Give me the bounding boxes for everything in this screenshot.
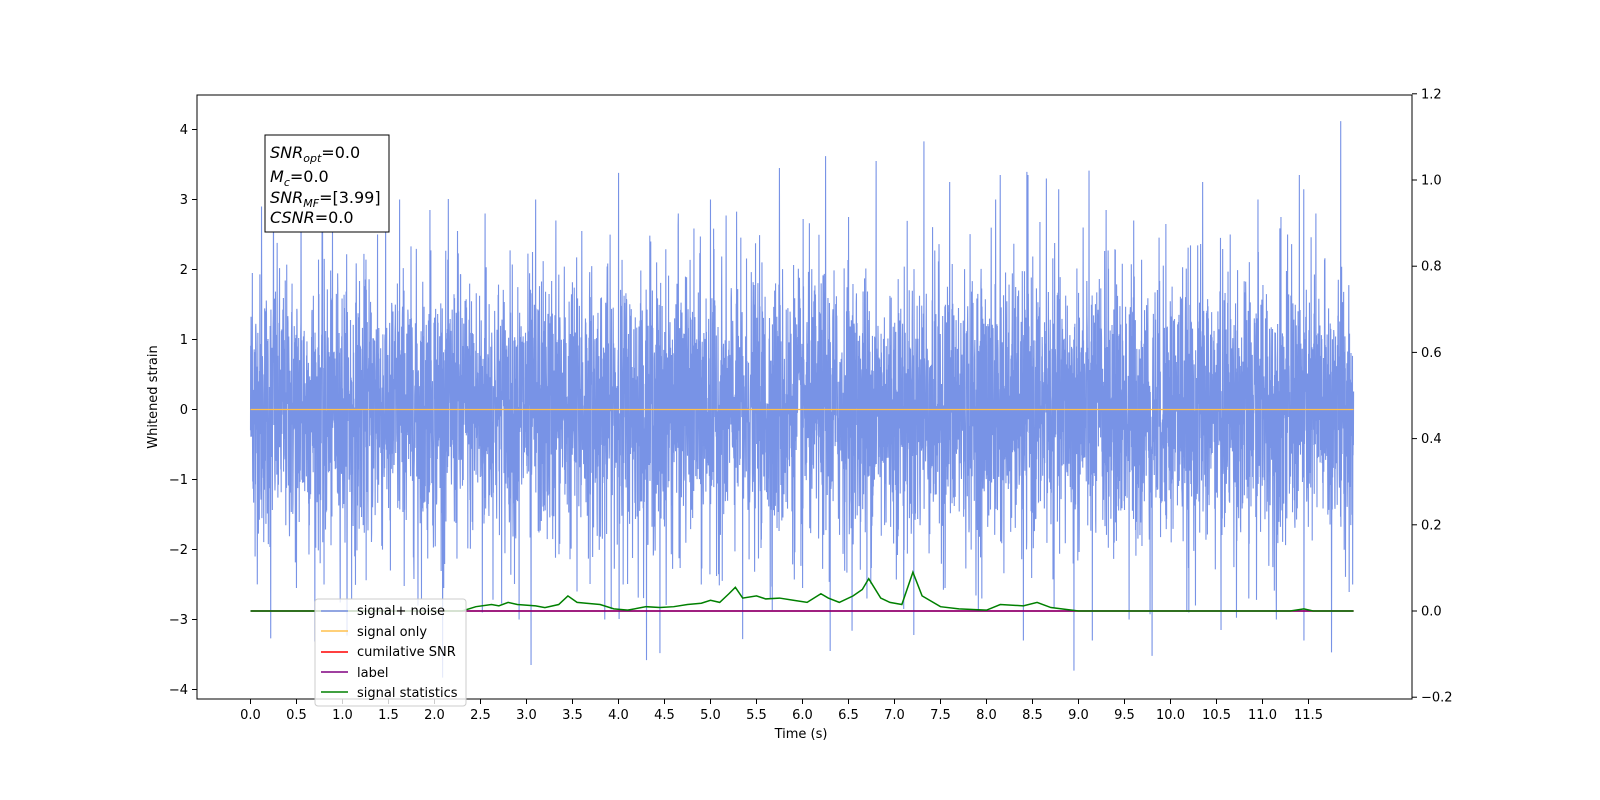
legend-label-signal-only: signal only [357, 625, 427, 640]
x-tick-label: 11.5 [1294, 708, 1323, 723]
legend-box [314, 598, 467, 707]
x-tick-label: 7.5 [930, 708, 951, 723]
x-tick-label: 8.5 [1022, 708, 1043, 723]
plot-area [249, 121, 1355, 678]
x-axis: 0.0 0.5 1.0 1.5 2.0 2.5 3.0 3.5 4.0 4.5 5.0 5.5 6.0 6… [240, 699, 1323, 723]
x-tick-label: 9.0 [1068, 708, 1089, 723]
x-tick-label: 3.5 [562, 708, 583, 723]
y2-tick-label: 0.0 [1421, 605, 1442, 620]
y-tick-label: −3 [169, 613, 188, 628]
y2-tick-label: 0.8 [1421, 260, 1442, 275]
y-tick-label: 4 [180, 123, 188, 138]
y2-tick-label: 1.2 [1421, 87, 1442, 102]
y2-tick-label: 0.2 [1421, 518, 1442, 533]
x-tick-label: 2.5 [470, 708, 491, 723]
annotation-snr-opt: SNRopt=0.0 [270, 143, 360, 165]
legend-label-label: label [357, 666, 388, 681]
y-tick-label: 3 [180, 193, 188, 208]
x-tick-label: 0.5 [286, 708, 307, 723]
y2-tick-label: 0.6 [1421, 346, 1442, 361]
y-tick-label: 1 [180, 333, 188, 348]
y2-tick-label: −0.2 [1421, 691, 1453, 706]
series-line-signal-noise [249, 121, 1355, 678]
y2-tick-label: 1.0 [1421, 174, 1442, 189]
y-tick-label: −2 [169, 543, 188, 558]
y-axis-right: 1.2 1.0 0.8 0.6 0.4 0.2 0.0 −0.2 [1412, 87, 1453, 706]
x-tick-label: 8.0 [976, 708, 997, 723]
legend-label-signal-noise: signal+ noise [357, 604, 445, 619]
x-tick-label: 4.0 [608, 708, 629, 723]
x-tick-label: 4.5 [654, 708, 675, 723]
x-axis-label: Time (s) [774, 727, 828, 742]
annotation-mc: Mc=0.0 [270, 167, 329, 189]
y-tick-label: −4 [169, 683, 188, 698]
y-tick-label: 0 [180, 403, 188, 418]
x-tick-label: 7.0 [884, 708, 905, 723]
x-tick-label: 10.0 [1156, 708, 1185, 723]
y-tick-label: 2 [180, 263, 188, 278]
y-tick-label: −1 [169, 473, 188, 488]
annotation-snr-mf: SNRMF=[3.99] [270, 188, 381, 210]
x-tick-label: 1.0 [332, 708, 353, 723]
annotation-csnr: CSNR=0.0 [270, 208, 354, 227]
x-tick-label: 6.5 [838, 708, 859, 723]
x-tick-label: 0.0 [240, 708, 261, 723]
x-tick-label: 1.5 [378, 708, 399, 723]
x-tick-label: 5.0 [700, 708, 721, 723]
x-tick-label: 11.0 [1248, 708, 1277, 723]
y2-tick-label: 0.4 [1421, 432, 1442, 447]
annotation-box: SNRopt=0.0 Mc=0.0 SNRMF=[3.99] CSNR=0.0 [264, 134, 390, 233]
x-tick-label: 9.5 [1114, 708, 1135, 723]
x-tick-label: 6.0 [792, 708, 813, 723]
legend-label-cumulative-snr: cumilative SNR [357, 645, 456, 660]
y-axis-label: Whitened strain [146, 345, 161, 448]
series-line-signal-statistics [250, 570, 1354, 612]
x-tick-label: 10.5 [1202, 708, 1231, 723]
plot-frame [196, 94, 1413, 700]
y-axis-left: 4 3 2 1 0 −1 −2 −3 −4 [169, 123, 197, 698]
legend: signal+ noise signal only cumilative SNR… [314, 598, 467, 707]
legend-label-signal-statistics: signal statistics [357, 686, 458, 701]
x-tick-label: 5.5 [746, 708, 767, 723]
x-tick-label: 3.0 [516, 708, 537, 723]
x-tick-label: 2.0 [424, 708, 445, 723]
